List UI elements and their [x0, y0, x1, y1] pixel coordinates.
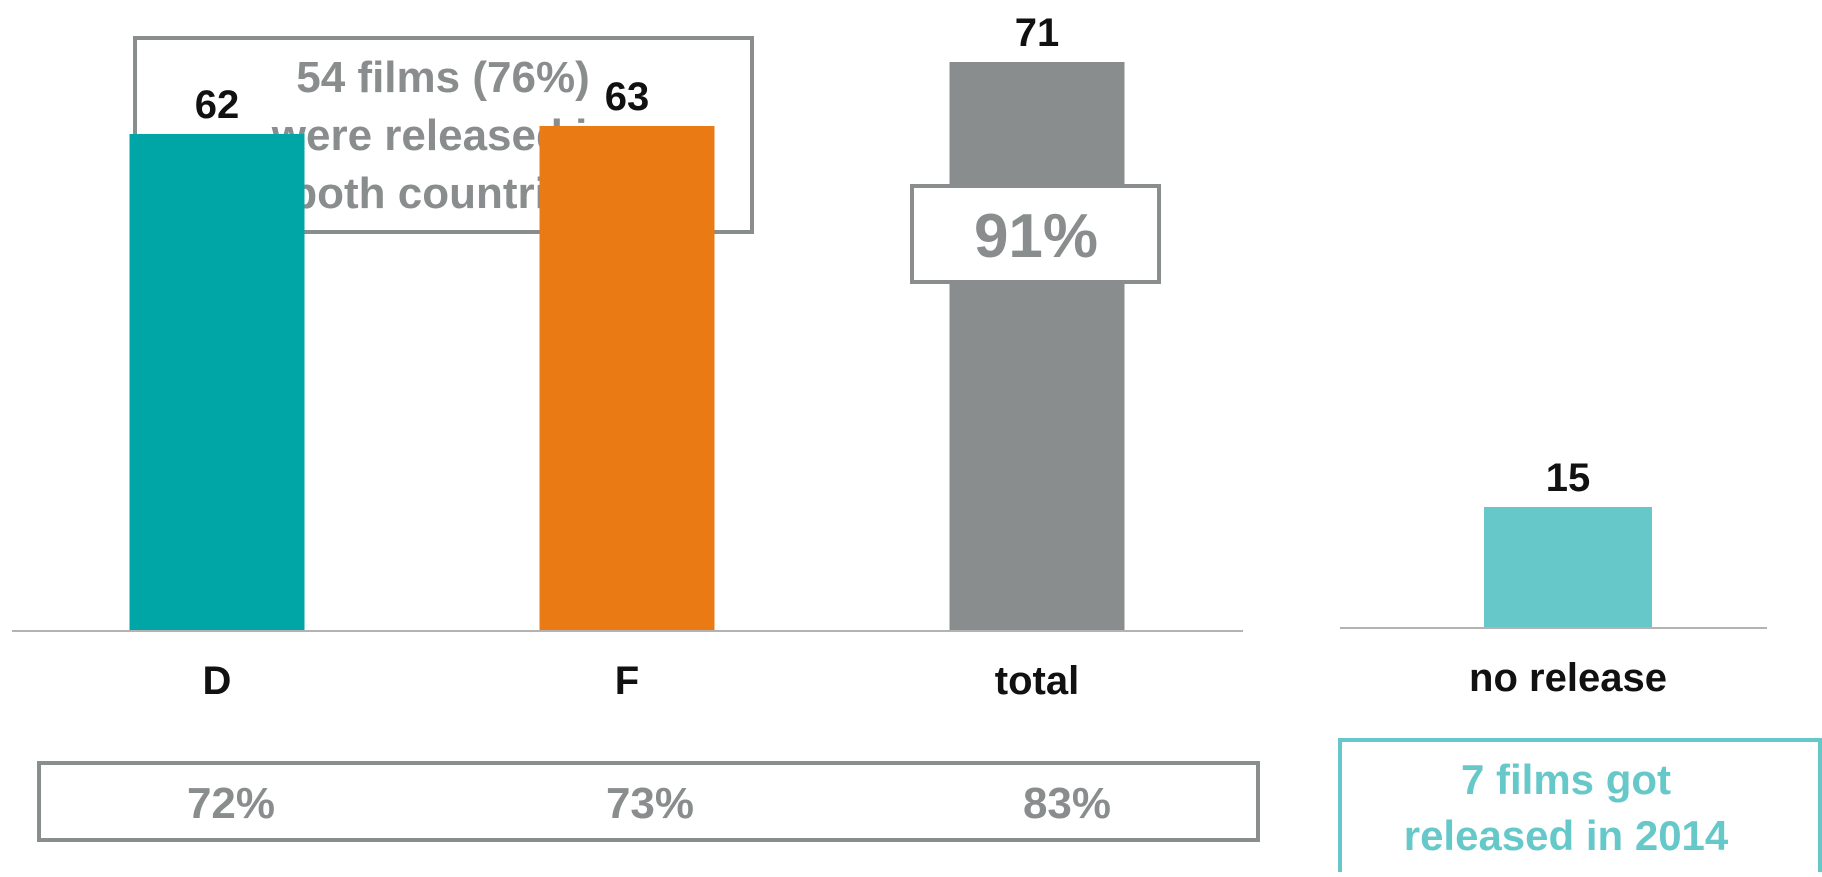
no-release-bars-group: 15 no release	[1469, 456, 1667, 700]
bar-d	[129, 134, 305, 630]
percent-d: 72%	[187, 779, 275, 828]
released-2014-line-2: released in 2014	[1404, 812, 1729, 859]
value-label-f: 63	[605, 75, 650, 119]
percent-row-box	[37, 761, 1260, 842]
percent-row: 72% 73% 83%	[37, 761, 1260, 842]
category-label-d: D	[203, 659, 232, 703]
percent-total: 83%	[1023, 779, 1111, 828]
category-label-no-release: no release	[1469, 656, 1667, 700]
total-percent-badge: 91%	[910, 184, 1161, 284]
percent-f: 73%	[606, 779, 694, 828]
released-2014-box	[1338, 738, 1822, 877]
value-label-d: 62	[195, 83, 240, 127]
bar-no-release	[1484, 507, 1652, 627]
value-label-total: 71	[1015, 11, 1060, 55]
total-percent-label: 91%	[974, 202, 1098, 271]
value-label-no-release: 15	[1546, 456, 1591, 500]
bar-f	[539, 126, 715, 630]
category-label-total: total	[995, 659, 1079, 703]
released-2014-annotation: 7 films got released in 2014	[1338, 738, 1822, 877]
category-label-f: F	[615, 659, 639, 703]
main-bars-group: 62 D 63 F 71 total	[129, 11, 1125, 703]
bar-total	[949, 62, 1125, 630]
total-percent-box	[910, 184, 1161, 284]
annotation-line-1: 54 films (76%)	[296, 53, 589, 102]
released-2014-line-1: 7 films got	[1461, 756, 1671, 803]
